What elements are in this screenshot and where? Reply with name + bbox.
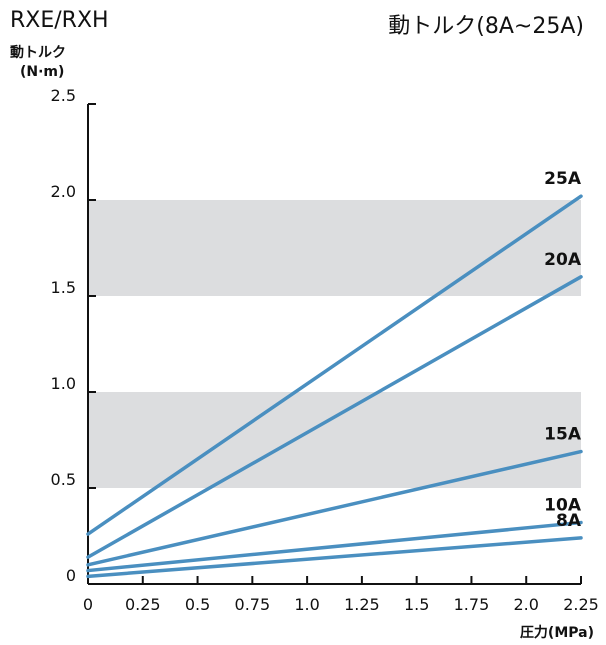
x-tick-label: 0.75 — [235, 595, 271, 614]
y-tick-label: 0 — [66, 566, 76, 585]
x-tick-label: 0.5 — [185, 595, 210, 614]
series-line-10A — [86, 520, 583, 573]
shaded-band-1 — [88, 200, 581, 296]
chart-title: 動トルク(8A~25A) — [388, 14, 584, 39]
series-line-8A — [86, 536, 583, 579]
y-tick-label: 1.5 — [51, 278, 76, 297]
y-axis-unit: (N·m) — [20, 64, 65, 80]
series-label-15A: 15A — [544, 425, 582, 445]
x-tick-label: 0.25 — [125, 595, 161, 614]
x-axis-label: 圧力(MPa) — [519, 625, 594, 641]
series-line-15A — [86, 449, 583, 567]
series-line-20A — [86, 275, 583, 559]
series-label-8A: 8A — [556, 511, 582, 531]
y-axis-label: 動トルク — [10, 45, 66, 61]
x-tick-label: 1.5 — [404, 595, 429, 614]
x-tick-label: 2.25 — [563, 595, 599, 614]
series-label-10A: 10A — [544, 496, 582, 516]
x-tick-label: 0 — [83, 595, 93, 614]
series-label-20A: 20A — [544, 250, 582, 270]
x-tick-label: 2.0 — [513, 595, 538, 614]
y-tick-label: 2.0 — [51, 182, 76, 201]
x-tick-label: 1.0 — [294, 595, 319, 614]
x-tick-label: 1.25 — [344, 595, 380, 614]
chart-series-title: RXE/RXH — [10, 8, 109, 33]
x-tick-label: 1.75 — [454, 595, 490, 614]
y-tick-label: 0.5 — [51, 470, 76, 489]
shaded-band-0 — [88, 392, 581, 488]
series-line-25A — [86, 194, 583, 536]
y-tick-label: 1.0 — [51, 374, 76, 393]
y-tick-label: 2.5 — [51, 86, 76, 105]
series-label-25A: 25A — [544, 169, 582, 189]
